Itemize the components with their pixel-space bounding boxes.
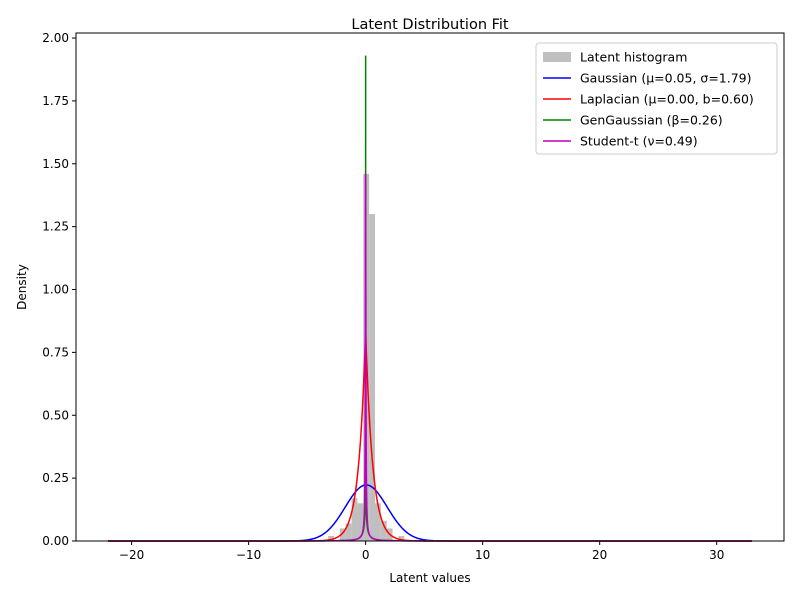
legend-label-0: Latent histogram [580, 50, 687, 65]
x-tick-label-3: 10 [475, 548, 490, 562]
y-tick-label-7: 1.75 [42, 94, 69, 108]
y-tick-label-3: 0.75 [42, 345, 69, 359]
legend: Latent histogram Gaussian (μ=0.05, σ=1.79… [535, 42, 778, 155]
y-tick-label-6: 1.50 [42, 157, 69, 171]
histogram-bar-0 [328, 535, 335, 541]
legend-label-2: Laplacian (μ=0.00, b=0.60) [580, 92, 754, 107]
legend-box [535, 42, 778, 155]
y-tick-label-2: 0.50 [42, 408, 69, 422]
y-tick-label-8: 2.00 [42, 31, 69, 45]
y-tick-label-0: 0.00 [42, 534, 69, 548]
x-tick-label-4: 20 [592, 548, 607, 562]
histogram-bar-8 [380, 520, 387, 541]
histogram-bar-1 [339, 528, 346, 541]
histogram-bar-2 [345, 523, 352, 541]
legend-label-1: Gaussian (μ=0.05, σ=1.79) [580, 71, 752, 86]
histogram-bar-7 [374, 503, 381, 541]
histogram-bar-3 [351, 498, 358, 541]
legend-swatch-0 [543, 52, 571, 62]
y-tick-label-4: 1.00 [42, 283, 69, 297]
plot-area-frame [75, 32, 785, 542]
legend-label-4: Student-t (ν=0.49) [580, 134, 698, 149]
histogram-bar-6 [369, 214, 375, 541]
histogram-bar-4 [357, 503, 364, 541]
x-tick-label-1: −10 [236, 548, 261, 562]
x-axis-label: Latent values [389, 571, 470, 585]
x-tick-label-5: 30 [709, 548, 724, 562]
y-axis-label: Density [15, 264, 29, 310]
series-line-0 [108, 484, 752, 542]
y-axis-ticks: 0.00 0.25 0.50 0.75 1.00 1.25 1.50 1.75 2.00 [42, 31, 76, 548]
series-line-1 [108, 331, 752, 542]
y-tick-label-5: 1.25 [42, 220, 69, 234]
series-line-3 [108, 173, 752, 542]
x-tick-label-0: −20 [119, 548, 144, 562]
x-axis-ticks: −20 −10 0 10 20 30 [119, 541, 724, 562]
x-tick-label-2: 0 [362, 548, 370, 562]
legend-label-3: GenGaussian (β=0.26) [580, 113, 723, 128]
y-tick-label-1: 0.25 [42, 471, 69, 485]
histogram-bar-10 [398, 535, 405, 541]
chart-title: Latent Distribution Fit [351, 17, 509, 33]
